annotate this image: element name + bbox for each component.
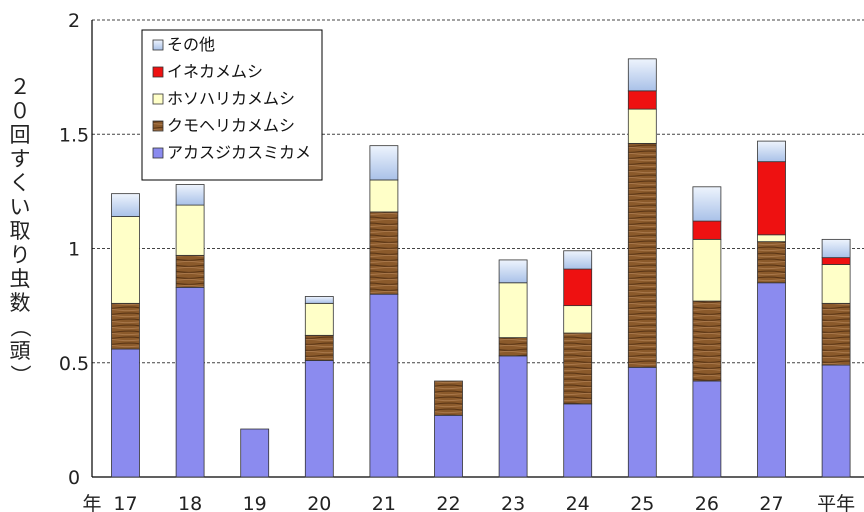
x-tick-label: 27 (759, 493, 783, 512)
bar-segment (111, 193, 140, 217)
y-axis-label-char: り (10, 243, 31, 267)
legend-swatch (152, 66, 164, 78)
bar-segment (563, 305, 593, 334)
legend-swatch (152, 120, 164, 132)
legend-swatch (152, 93, 164, 105)
y-axis-label-char: 取 (10, 219, 31, 243)
bar-segment (692, 238, 722, 302)
legend-label: イネカメムシ (167, 62, 263, 81)
bar-segment (498, 355, 528, 478)
bar-segment (498, 282, 528, 339)
bar-segment (692, 380, 722, 478)
bar-segment (369, 179, 399, 213)
bar-segment (563, 332, 593, 405)
x-tick-label: 19 (243, 493, 267, 512)
x-axis-prefix: 年 (82, 493, 101, 512)
bar-segment (821, 364, 851, 478)
y-tick-label: 0.5 (59, 353, 89, 375)
x-tick-label: 18 (178, 493, 202, 512)
bar-segment (821, 238, 851, 259)
bar-segment (563, 250, 593, 270)
x-tick-label: 22 (436, 493, 460, 512)
bar-segment (434, 414, 463, 478)
x-tick-label: 23 (501, 493, 525, 512)
bar-segment (563, 403, 593, 478)
x-tick-label: 21 (372, 493, 396, 512)
x-tick-label: 平年 (817, 493, 855, 512)
bar-segment (175, 204, 205, 256)
bar-segment (627, 366, 657, 478)
bar-segment (498, 337, 528, 357)
bar-segment (240, 428, 270, 478)
bar-segment (627, 108, 657, 144)
x-tick-label: 26 (695, 493, 719, 512)
y-tick-labels: 0 0.5 1 1.5 2 (59, 10, 89, 489)
y-axis-label-char: 虫 (10, 267, 31, 291)
y-axis-label-char: （ (8, 317, 32, 338)
y-axis-label-char: 頭 (10, 339, 31, 363)
bar-segment (627, 58, 657, 92)
bar-segment (692, 220, 722, 240)
bar-segment (757, 282, 786, 478)
bar-segment (434, 380, 463, 416)
bar-segment (175, 286, 205, 478)
y-axis-label-char: い (10, 195, 31, 219)
bar-segment (498, 259, 528, 284)
bar-segment (304, 296, 334, 304)
bars (111, 58, 851, 478)
bar-segment (757, 234, 786, 243)
legend-swatch (152, 39, 164, 51)
y-axis-label-char: ） (8, 365, 32, 386)
bar-segment (304, 360, 334, 478)
bar-segment (369, 293, 399, 478)
legend-label: ホソハリカメムシ (167, 89, 295, 108)
x-tick-label: 20 (307, 493, 331, 512)
bar-segment (692, 186, 722, 222)
x-tick-labels: 17 18 19 20 21 22 23 24 25 26 27 平年 (113, 493, 855, 512)
y-tick-label: 2 (68, 10, 80, 32)
bar-segment (369, 211, 399, 295)
bar-segment (563, 268, 593, 307)
bar-segment (175, 254, 205, 288)
bar-segment (111, 216, 140, 304)
bar-segment (304, 302, 334, 336)
legend-swatch (152, 147, 164, 159)
bar-segment (757, 241, 786, 284)
y-axis-label-char: 回 (10, 123, 31, 147)
bar-segment (175, 184, 205, 206)
bar-segment (757, 161, 786, 236)
bar-segment (821, 257, 851, 265)
x-tick-label: 25 (630, 493, 654, 512)
bar-segment (821, 302, 851, 366)
bar-segment (627, 90, 657, 110)
bar-segment (304, 334, 334, 361)
y-axis-label-char: す (10, 147, 31, 171)
gridlines (92, 19, 864, 364)
y-axis-label-char: ０ (10, 99, 31, 123)
bar-segment (821, 264, 851, 304)
bar-segment (111, 348, 140, 478)
y-tick-label: 1 (68, 239, 80, 261)
bar-segment (627, 142, 657, 368)
legend-box (141, 29, 323, 181)
bar-segment (111, 302, 140, 350)
x-tick-label: 17 (113, 493, 137, 512)
legend-label: その他 (167, 35, 215, 54)
bar-segment (757, 140, 786, 163)
y-tick-label: 0 (68, 467, 80, 489)
bar-segment (369, 145, 399, 181)
x-tick-label: 24 (566, 493, 590, 512)
bar-segment (692, 300, 722, 382)
y-axis-label-char: 数 (10, 291, 31, 315)
y-axis-label-char: ２ (10, 75, 31, 99)
y-axis-label-char: く (10, 171, 31, 195)
legend-label: アカスジカスミカメ (167, 143, 311, 162)
y-tick-label: 1.5 (59, 124, 89, 146)
legend-label: クモヘリカメムシ (167, 116, 295, 135)
